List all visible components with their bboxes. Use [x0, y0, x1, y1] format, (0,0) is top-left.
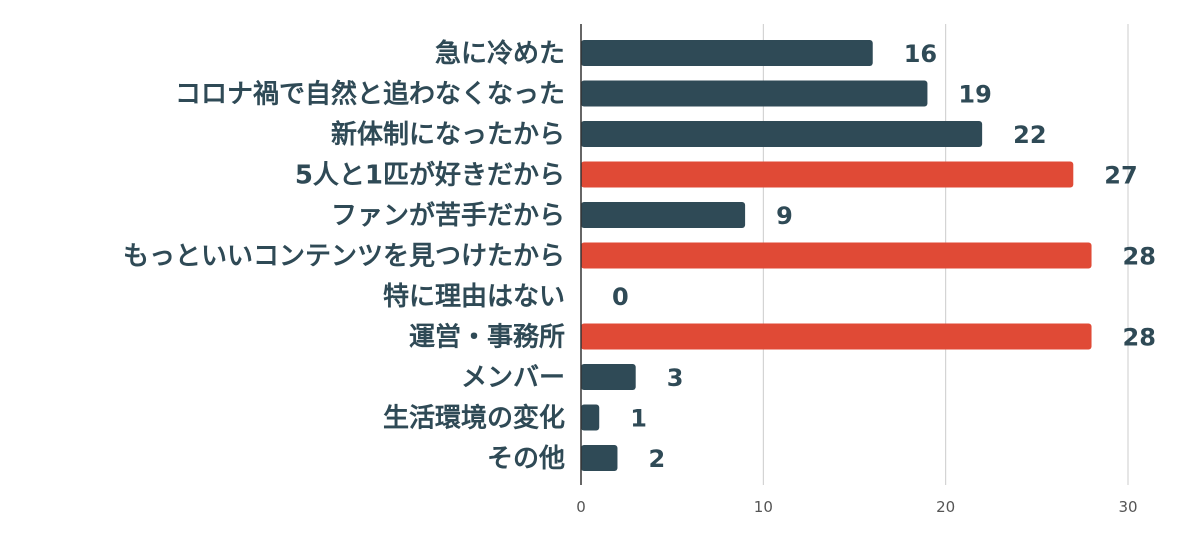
data-label: 3 — [667, 364, 684, 392]
bar — [581, 121, 983, 147]
data-label: 27 — [1104, 162, 1137, 190]
data-label: 28 — [1123, 324, 1156, 352]
data-label: 2 — [648, 445, 665, 473]
category-label: 運営・事務所 — [409, 323, 565, 353]
x-tick-label: 20 — [936, 498, 955, 516]
value-labels: 16 19 22 27 9 28 0 28 312 — [612, 40, 1156, 473]
category-label: 新体制になったから — [331, 119, 565, 150]
bars — [581, 40, 1092, 471]
bar — [581, 323, 1092, 350]
category-label: 生活環境の変化 — [383, 403, 565, 434]
category-label: コロナ禍で自然と追わなくなった — [175, 79, 565, 110]
bar — [581, 40, 873, 66]
data-label: 1 — [630, 405, 647, 433]
data-label: 28 — [1123, 243, 1156, 271]
bar — [581, 445, 618, 471]
category-label: メンバー — [461, 363, 565, 393]
bar — [581, 242, 1092, 269]
bar — [581, 364, 636, 390]
x-tick-label: 10 — [754, 498, 773, 516]
category-label: その他 — [487, 444, 565, 474]
category-label: ファンが苦手だから — [331, 200, 565, 231]
bar — [581, 202, 746, 228]
category-label: 特に理由はない — [383, 281, 565, 312]
data-label: 19 — [958, 81, 991, 109]
category-label: もっといいコンテンツを見つけたから — [123, 242, 565, 272]
x-tick-label: 0 — [576, 498, 586, 516]
bar — [581, 80, 928, 107]
data-label: 22 — [1013, 121, 1046, 149]
bar — [581, 161, 1074, 188]
data-label: 0 — [612, 283, 629, 311]
data-label: 16 — [904, 40, 937, 68]
bar — [581, 404, 600, 431]
category-label: 5人と1匹が好きだから — [295, 160, 565, 191]
x-tick-label: 30 — [1118, 498, 1137, 516]
category-label: 急に冷めた — [435, 38, 565, 69]
x-axis-tick-labels: 0 10 20 30 — [576, 498, 1137, 516]
data-label: 9 — [776, 202, 793, 230]
